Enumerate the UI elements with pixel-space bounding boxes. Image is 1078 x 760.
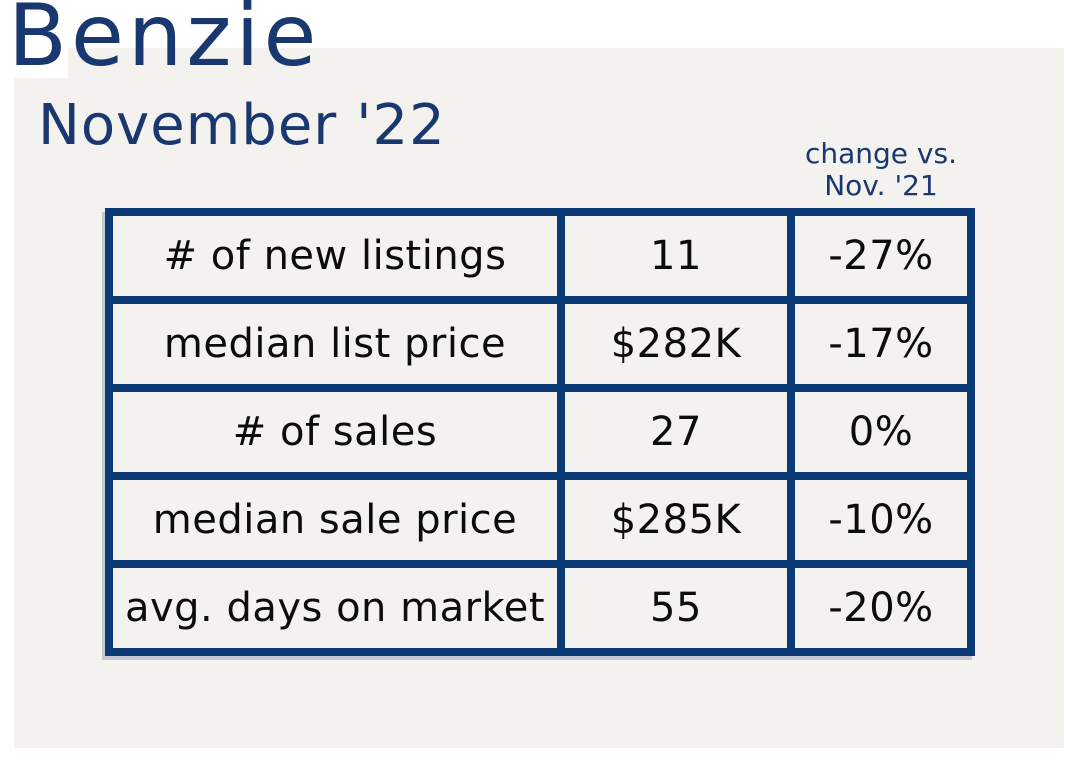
corner-notch xyxy=(0,0,68,78)
change-vs-line1: change vs. xyxy=(804,137,957,170)
metric-value-cell: $282K xyxy=(565,304,787,384)
metric-change-cell: 0% xyxy=(795,392,967,472)
metric-label-cell: # of new listings xyxy=(113,216,557,296)
metric-change-cell: -10% xyxy=(795,480,967,560)
metric-change-cell: -17% xyxy=(795,304,967,384)
metric-change-cell: -20% xyxy=(795,568,967,648)
metric-label-cell: avg. days on market xyxy=(113,568,557,648)
metric-label-cell: median sale price xyxy=(113,480,557,560)
metric-value-cell: 55 xyxy=(565,568,787,648)
metric-value-cell: 11 xyxy=(565,216,787,296)
metric-value-cell: 27 xyxy=(565,392,787,472)
stats-table: # of new listings 11 -27% median list pr… xyxy=(105,208,975,656)
metric-label-cell: # of sales xyxy=(113,392,557,472)
metric-change-cell: -27% xyxy=(795,216,967,296)
county-title: Benzie xyxy=(8,0,321,86)
change-vs-header: change vs. Nov. '21 xyxy=(791,138,971,202)
report-month: November '22 xyxy=(38,93,446,158)
change-vs-line2: Nov. '21 xyxy=(824,169,938,202)
metric-value-cell: $285K xyxy=(565,480,787,560)
metric-label-cell: median list price xyxy=(113,304,557,384)
